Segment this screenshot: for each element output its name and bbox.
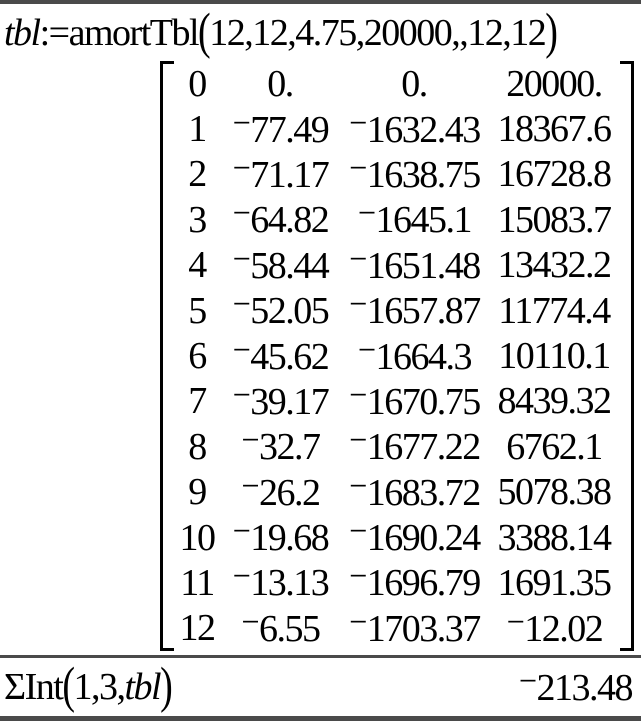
matrix-cell-balance: ⁻12.02	[505, 607, 604, 650]
matrix-cell-balance: 3388.14	[497, 516, 613, 559]
matrix-cell-principal: ⁻1645.1	[356, 199, 473, 242]
matrix-cell-balance: 20000.	[506, 62, 603, 105]
entry1-expression[interactable]: tbl:=amortTbl(12,12,4.75,20000,,12,12)	[4, 3, 558, 60]
matrix-cell-period: 3	[188, 198, 207, 241]
matrix-cell-balance: 8439.32	[497, 380, 613, 423]
entry2-result[interactable]: ⁻213.48	[517, 666, 634, 709]
matrix-cell-balance: 16728.8	[497, 153, 613, 196]
matrix-cell-period: 0	[188, 62, 207, 105]
matrix-cell-interest: ⁻58.44	[231, 244, 330, 287]
top-border	[0, 0, 641, 4]
matrix-cell-balance: 15083.7	[497, 198, 613, 241]
open-paren: (	[198, 3, 211, 60]
matrix-cell-period: 9	[188, 471, 207, 514]
matrix-cell-principal: ⁻1683.72	[348, 471, 481, 514]
entry2-expression[interactable]: ΣInt(1,3,tbl)	[4, 657, 173, 714]
matrix-cell-interest: ⁻13.13	[231, 562, 330, 605]
close-paren: )	[160, 657, 173, 715]
matrix-cell-period: 11	[180, 561, 215, 604]
matrix-cell-period: 4	[188, 244, 207, 287]
matrix-left-bracket	[160, 61, 174, 652]
matrix-cell-period: 10	[179, 516, 217, 559]
matrix-cell-period: 12	[179, 607, 217, 650]
matrix-cell-interest: ⁻71.17	[231, 153, 330, 196]
bottom-border	[0, 716, 641, 721]
matrix-cell-interest: 0.	[267, 62, 294, 105]
matrix-cell-interest: ⁻26.2	[240, 471, 321, 514]
matrix-cell-period: 8	[188, 425, 207, 468]
matrix-cell-principal: ⁻1651.48	[348, 244, 481, 287]
matrix-cell-principal: 0.	[401, 62, 428, 105]
assign-operator: :=	[39, 12, 71, 54]
matrix-cell-interest: ⁻77.49	[231, 108, 330, 151]
function-name: amortTbl	[68, 12, 200, 54]
matrix-cell-principal: ⁻1703.37	[348, 607, 481, 650]
matrix-cell-principal: ⁻1632.43	[348, 108, 481, 151]
amortization-matrix-result[interactable]: 0 0. 0. 20000. 1 ⁻77.49 ⁻1632.43 18367.6…	[160, 61, 634, 652]
variable-name: tbl	[4, 12, 41, 54]
matrix-cell-principal: ⁻1677.22	[348, 426, 481, 469]
matrix-cell-interest: ⁻45.62	[231, 335, 330, 378]
matrix-cell-interest: ⁻39.17	[231, 380, 330, 423]
matrix-cell-principal: ⁻1657.87	[348, 290, 481, 333]
matrix-cell-period: 5	[188, 289, 207, 332]
matrix-cell-interest: ⁻6.55	[240, 607, 321, 650]
matrix-cell-balance: 18367.6	[497, 108, 613, 151]
variable-reference: tbl	[124, 666, 162, 708]
matrix-cell-principal: ⁻1664.3	[356, 335, 473, 378]
matrix-cell-balance: 11774.4	[498, 289, 611, 332]
matrix-cell-balance: 5078.38	[497, 471, 613, 514]
matrix-cell-principal: ⁻1690.24	[348, 517, 481, 560]
matrix-cell-balance: 10110.1	[498, 335, 611, 378]
matrix-cell-period: 2	[188, 153, 207, 196]
matrix-cell-interest: ⁻64.82	[231, 199, 330, 242]
matrix-cell-period: 7	[188, 380, 207, 423]
matrix-cell-principal: ⁻1670.75	[348, 380, 481, 423]
close-paren: )	[545, 3, 558, 60]
function-arguments: 12,12,4.75,20000,,12,12	[209, 12, 547, 54]
matrix-cell-interest: ⁻19.68	[231, 517, 330, 560]
matrix-cell-principal: ⁻1638.75	[348, 153, 481, 196]
sigma-int-function-name: ΣInt	[4, 666, 64, 708]
history-entry-2: ΣInt(1,3,tbl) ⁻213.48	[0, 657, 641, 716]
matrix-cell-period: 6	[188, 335, 207, 378]
function-arguments: 1,3,	[73, 666, 127, 708]
matrix-cell-balance: 13432.2	[497, 244, 613, 287]
matrix-right-bracket	[620, 61, 634, 652]
matrix-cell-interest: ⁻52.05	[231, 290, 330, 333]
matrix-cell-period: 1	[188, 108, 207, 151]
matrix-cell-balance: 6762.1	[506, 425, 603, 468]
matrix-cell-principal: ⁻1696.79	[348, 562, 481, 605]
matrix-grid: 0 0. 0. 20000. 1 ⁻77.49 ⁻1632.43 18367.6…	[174, 61, 620, 651]
matrix-cell-interest: ⁻32.7	[240, 426, 321, 469]
entry-separator	[0, 655, 641, 658]
open-paren: (	[62, 657, 75, 715]
matrix-cell-balance: 1691.35	[497, 561, 613, 604]
